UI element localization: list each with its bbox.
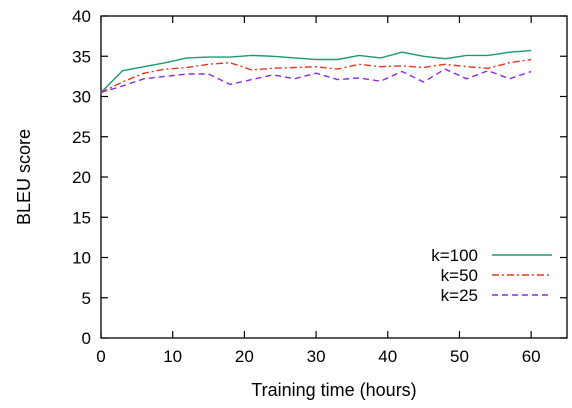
x-tick-label: 50 xyxy=(450,347,469,366)
y-tick-label: 30 xyxy=(72,88,91,107)
series-line-k-25 xyxy=(100,68,532,94)
y-tick-label: 5 xyxy=(82,289,91,308)
series-line-k-100 xyxy=(100,49,532,93)
y-tick-label: 25 xyxy=(72,128,91,147)
axis-ticks: 0 10 20 30 40 50 60 0 5 10 15 20 25 30 35 40 xyxy=(72,7,567,366)
x-tick-label: 60 xyxy=(522,347,541,366)
legend-label: k=25 xyxy=(441,286,478,305)
y-tick-label: 35 xyxy=(72,47,91,66)
y-tick-label: 20 xyxy=(72,168,91,187)
legend-label: k=100 xyxy=(431,246,478,265)
x-axis-label: Training time (hours) xyxy=(251,380,416,400)
x-tick-label: 20 xyxy=(235,347,254,366)
series-line-k-50 xyxy=(100,58,532,94)
y-tick-label: 15 xyxy=(72,208,91,227)
legend-label: k=50 xyxy=(441,266,478,285)
series-layer xyxy=(100,49,532,94)
y-axis-label: BLEU score xyxy=(14,129,34,225)
y-tick-label: 40 xyxy=(72,7,91,26)
x-tick-label: 10 xyxy=(163,347,182,366)
y-tick-label: 0 xyxy=(82,329,91,348)
x-tick-label: 40 xyxy=(378,347,397,366)
plot-frame xyxy=(100,15,568,339)
x-tick-label: 0 xyxy=(96,347,105,366)
x-tick-label: 30 xyxy=(307,347,326,366)
y-tick-label: 10 xyxy=(72,249,91,268)
